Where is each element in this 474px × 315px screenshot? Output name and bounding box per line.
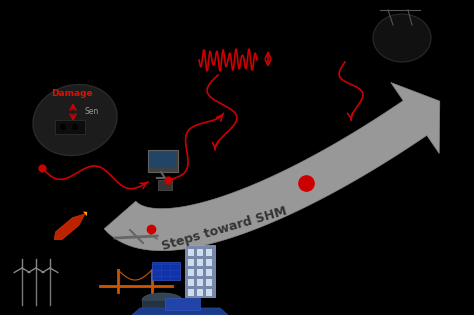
Ellipse shape — [33, 84, 117, 156]
Bar — [152, 262, 180, 280]
Bar — [55, 120, 85, 134]
Bar — [206, 259, 212, 266]
Polygon shape — [54, 214, 85, 240]
Circle shape — [60, 124, 66, 130]
Bar — [197, 259, 203, 266]
Bar — [197, 269, 203, 276]
Bar — [148, 150, 178, 172]
Ellipse shape — [142, 293, 182, 307]
Text: Steps toward SHM: Steps toward SHM — [161, 205, 289, 253]
Bar — [188, 279, 194, 286]
Bar — [197, 279, 203, 286]
Polygon shape — [104, 83, 440, 251]
Polygon shape — [83, 212, 87, 216]
Bar — [185, 245, 215, 297]
Bar — [206, 269, 212, 276]
Text: Sen: Sen — [85, 107, 99, 117]
Polygon shape — [132, 308, 228, 315]
Bar — [150, 152, 176, 168]
Bar — [188, 259, 194, 266]
Bar — [165, 298, 200, 310]
Circle shape — [72, 124, 78, 130]
Bar — [188, 249, 194, 256]
Bar — [158, 180, 172, 190]
Text: Damage: Damage — [51, 89, 93, 98]
Bar — [142, 300, 182, 308]
Bar — [188, 289, 194, 296]
Bar — [188, 269, 194, 276]
Ellipse shape — [373, 14, 431, 62]
Bar — [197, 289, 203, 296]
Bar — [206, 249, 212, 256]
Bar — [206, 289, 212, 296]
Bar — [197, 249, 203, 256]
Bar — [206, 279, 212, 286]
